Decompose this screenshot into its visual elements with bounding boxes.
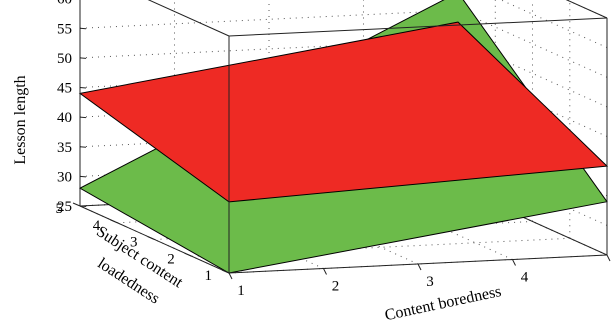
z-tick-mark <box>79 27 87 30</box>
y-tick-mark <box>147 236 155 240</box>
x-axis-label: Content boredness <box>383 283 503 324</box>
z-tick-label: 25 <box>57 199 72 215</box>
y-tick-label: 5 <box>56 201 64 217</box>
z-tick-mark <box>79 87 87 89</box>
z-tick-mark <box>79 116 87 119</box>
x-tick-label: 2 <box>332 279 340 295</box>
z-tick-mark <box>79 175 87 178</box>
x-tick-mark <box>228 272 233 280</box>
x-tick-label: 1 <box>237 283 245 299</box>
frame-edge <box>228 17 608 37</box>
x-tick-label: 4 <box>521 270 529 286</box>
z-tick-mark <box>79 57 87 59</box>
side-wall-gridline <box>565 0 608 19</box>
z-tick-label: 45 <box>57 81 72 97</box>
x-tick-mark <box>512 259 516 266</box>
y-tick-mark <box>72 202 81 207</box>
x-tick-mark <box>606 254 611 262</box>
y-tick-label: 4 <box>93 218 101 234</box>
front-frame <box>79 0 608 274</box>
x-tick-mark <box>417 263 422 271</box>
z-tick-label: 40 <box>57 110 72 126</box>
z-tick-label: 60 <box>57 0 72 8</box>
z-tick-label: 55 <box>57 21 72 37</box>
y-tick-label: 1 <box>205 268 213 284</box>
surface-planes <box>78 0 609 274</box>
x-tick-label: 3 <box>426 274 434 290</box>
x-tick-mark <box>323 268 327 275</box>
frame-edge <box>147 0 230 37</box>
z-tick-mark <box>79 146 87 148</box>
surface-plane-2 <box>78 21 609 203</box>
z-axis-label: Lesson length <box>12 75 29 164</box>
frame-edge <box>565 0 608 19</box>
y-tick-label: 2 <box>167 251 175 267</box>
tick-labels: 2530354045505560651234512345 <box>56 0 616 299</box>
z-tick-label: 50 <box>57 51 72 67</box>
y-tick-label: 3 <box>130 235 138 251</box>
y-tick-mark <box>110 219 118 224</box>
z-tick-mark <box>79 205 87 207</box>
z-tick-label: 30 <box>57 169 72 185</box>
y-tick-mark <box>184 252 192 257</box>
y-tick-mark <box>221 269 230 274</box>
z-tick-label: 35 <box>57 140 72 156</box>
